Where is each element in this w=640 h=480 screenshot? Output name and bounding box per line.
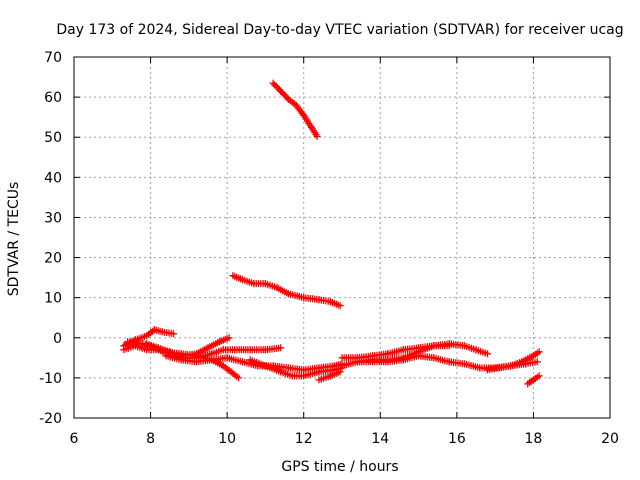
chart-title: Day 173 of 2024, Sidereal Day-to-day VTE… xyxy=(56,22,623,38)
data-point xyxy=(269,79,277,87)
y-axis-title: SDTVAR / TECUs xyxy=(6,182,22,297)
data-point xyxy=(535,348,543,356)
y-tick-label: -10 xyxy=(39,371,62,387)
data-point xyxy=(336,368,344,376)
data-point xyxy=(336,302,344,310)
x-tick-label: 10 xyxy=(218,431,236,447)
data-point xyxy=(272,82,280,90)
data-point xyxy=(281,92,289,100)
data-series xyxy=(269,79,321,140)
data-point xyxy=(170,330,177,338)
x-tick-label: 12 xyxy=(295,431,313,447)
data-point xyxy=(280,90,288,98)
data-point xyxy=(277,344,285,352)
x-tick-label: 8 xyxy=(146,431,155,447)
data-marks xyxy=(120,79,543,388)
data-series xyxy=(315,368,344,384)
data-point xyxy=(535,372,543,380)
data-point xyxy=(278,89,286,97)
data-point xyxy=(275,86,283,93)
y-tick-label: 40 xyxy=(44,170,62,186)
y-tick-label: 50 xyxy=(44,130,62,146)
axis-ticks: 6 8 10 12 14 16 18 20 -20 -10 0 10 20 30 40 50 60 70 xyxy=(39,50,619,447)
y-tick-label: 20 xyxy=(44,251,62,267)
data-point xyxy=(533,358,541,366)
data-point xyxy=(225,334,233,342)
data-series xyxy=(338,340,491,362)
data-series xyxy=(229,272,344,310)
x-tick-label: 14 xyxy=(371,431,389,447)
data-series xyxy=(484,348,543,374)
y-tick-label: 70 xyxy=(44,50,62,66)
plot-frame xyxy=(73,56,611,419)
x-axis-title: GPS time / hours xyxy=(281,459,398,475)
x-tick-label: 18 xyxy=(525,431,543,447)
data-point xyxy=(271,81,279,89)
y-tick-label: 0 xyxy=(53,331,62,347)
x-tick-label: 16 xyxy=(448,431,466,447)
data-point xyxy=(283,94,291,101)
data-series xyxy=(124,338,243,382)
data-point xyxy=(235,374,243,382)
data-point xyxy=(313,132,321,140)
data-series xyxy=(524,372,543,388)
y-tick-label: 30 xyxy=(44,210,62,226)
x-tick-label: 6 xyxy=(70,431,79,447)
data-series xyxy=(162,352,346,374)
data-point xyxy=(274,84,282,92)
y-tick-label: 10 xyxy=(44,291,62,307)
y-tick-label: 60 xyxy=(44,90,62,106)
data-point xyxy=(277,87,285,95)
data-point xyxy=(484,350,491,358)
y-tick-label: -20 xyxy=(39,411,62,427)
x-tick-label: 20 xyxy=(601,431,619,447)
